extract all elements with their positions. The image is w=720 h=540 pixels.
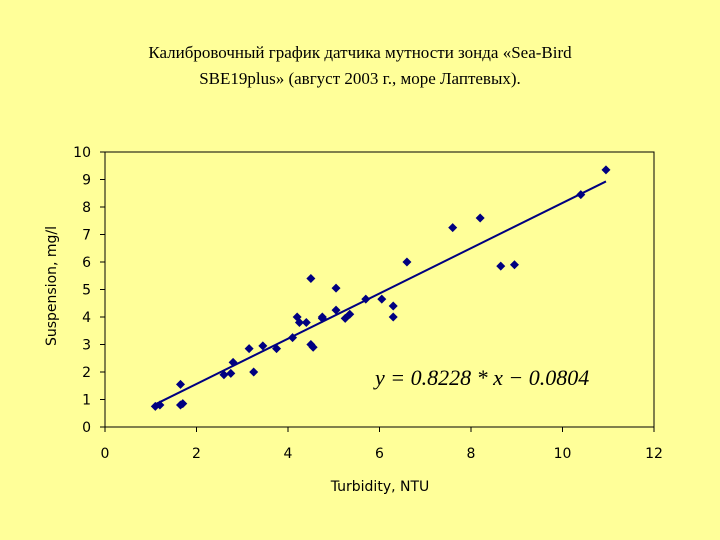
data-point	[377, 294, 387, 304]
y-tick-label: 4	[82, 310, 91, 326]
y-tick-label: 0	[82, 420, 91, 436]
x-tick-label: 4	[284, 446, 293, 462]
data-point	[388, 312, 398, 322]
data-point	[308, 342, 318, 352]
chart-title-line-1: Калибровочный график датчика мутности зо…	[148, 43, 572, 62]
data-point	[228, 357, 238, 367]
x-axis-label: Turbidity, NTU	[330, 479, 430, 495]
data-point	[331, 305, 341, 315]
data-point	[317, 313, 327, 323]
data-point	[258, 341, 268, 351]
data-point	[331, 283, 341, 293]
y-tick-label: 5	[82, 283, 91, 299]
data-point	[178, 399, 188, 409]
y-tick-label: 1	[82, 393, 91, 409]
data-point	[509, 260, 519, 270]
data-point	[345, 309, 355, 319]
x-tick-label: 8	[467, 446, 476, 462]
y-tick-label: 3	[82, 338, 91, 354]
chart-title: Калибровочный график датчика мутности зо…	[0, 40, 720, 92]
data-point	[249, 367, 259, 377]
regression-equation: y = 0.8228 * x − 0.0804	[373, 365, 589, 390]
data-point	[272, 344, 282, 354]
y-tick-label: 8	[82, 200, 91, 216]
y-tick-label: 10	[73, 145, 91, 161]
data-point	[496, 261, 506, 271]
trendline	[154, 180, 607, 406]
data-point	[388, 301, 398, 311]
data-points	[150, 165, 611, 411]
data-point	[475, 213, 485, 223]
data-point	[601, 165, 611, 175]
y-axis-label: Suspension, mg/l	[44, 226, 60, 346]
x-tick-label: 0	[101, 446, 110, 462]
data-point	[301, 318, 311, 327]
data-point	[361, 294, 371, 304]
x-tick-label: 6	[375, 446, 384, 462]
trendline-group	[154, 180, 607, 406]
data-point	[155, 400, 165, 410]
x-tick-label: 10	[554, 446, 572, 462]
y-tick-label: 2	[82, 365, 91, 381]
data-point	[175, 379, 185, 389]
data-point	[226, 368, 236, 378]
y-tick-label: 6	[82, 255, 91, 271]
data-point	[219, 370, 229, 380]
y-tick-label: 9	[82, 173, 91, 189]
data-point	[402, 257, 412, 267]
x-tick-label: 2	[192, 446, 201, 462]
y-tick-label: 7	[82, 228, 91, 244]
x-tick-label: 12	[645, 446, 663, 462]
data-point	[448, 223, 458, 233]
data-point	[294, 318, 304, 327]
data-point	[244, 344, 254, 354]
chart-title-line-2: SBE19plus» (август 2003 г., море Лаптевы…	[199, 69, 521, 88]
data-point	[576, 190, 586, 200]
data-point	[288, 333, 298, 343]
data-point	[306, 274, 316, 283]
